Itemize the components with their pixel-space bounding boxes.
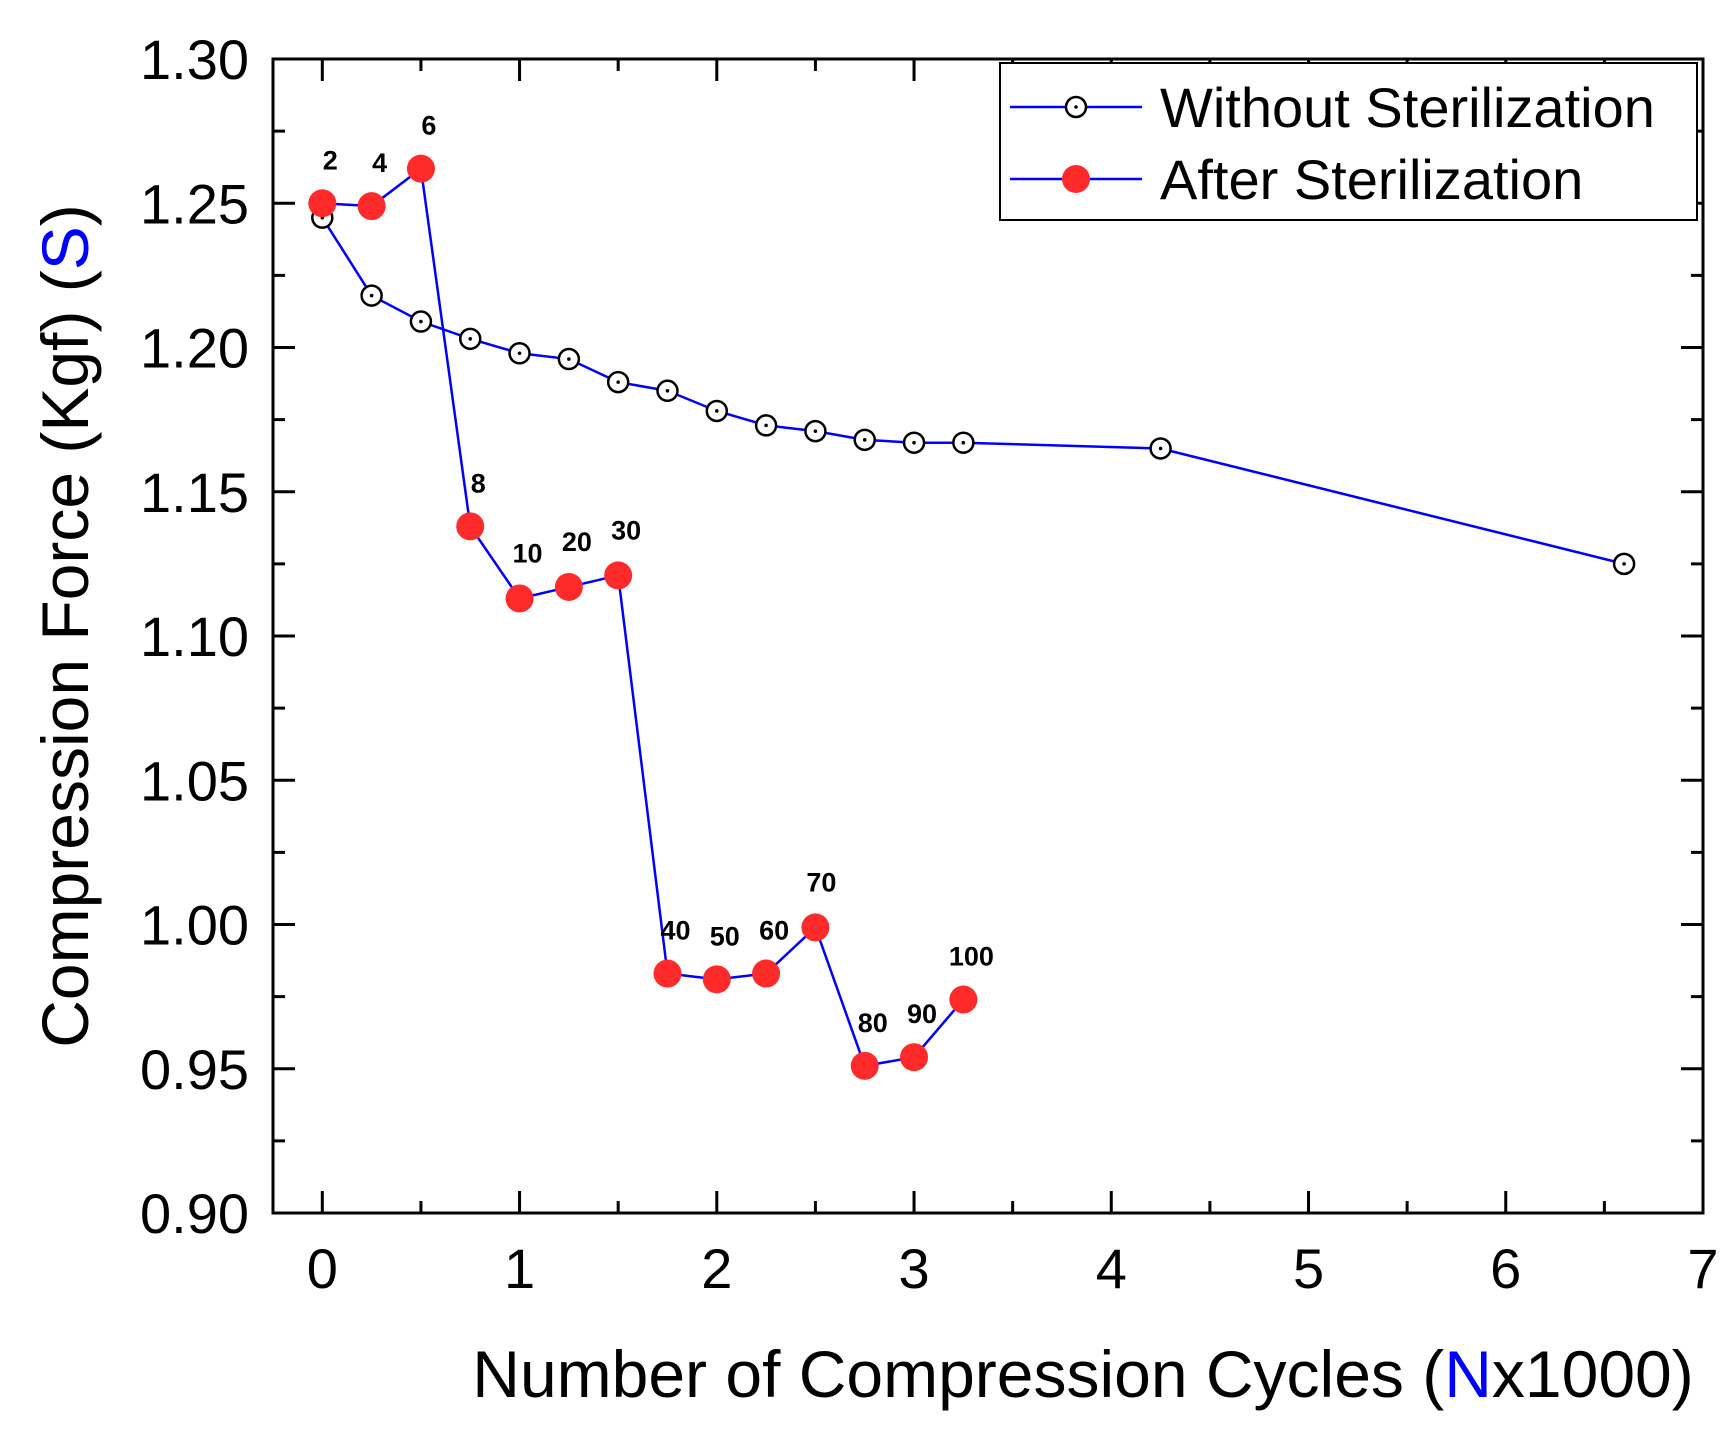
point-label: 100	[949, 942, 994, 972]
y-tick-label: 1.25	[140, 172, 249, 235]
plot-area: 2 4 6 8 10 20 30 40 50 60 70 80 90 100	[308, 111, 1636, 1080]
point-label: 50	[710, 921, 740, 951]
y-axis-title: Compression Force (Kgf) (S)	[28, 204, 102, 1048]
x-tick-label: 5	[1293, 1237, 1324, 1300]
data-point	[900, 1043, 929, 1072]
x-axis-title-suffix: x1000)	[1492, 1337, 1694, 1411]
series-after-sterilization: 2 4 6 8 10 20 30 40 50 60 70 80 90 100	[308, 111, 994, 1080]
data-point	[406, 154, 435, 183]
axes: 0 1 2 3 4 5 6 7 0.90 0.95 1.00 1.05 1.10 1.15 1.20 1.25…	[140, 28, 1719, 1300]
data-point	[357, 192, 386, 221]
point-label: 2	[323, 145, 338, 175]
x-axis-title-prefix: Number of Compression Cycles (	[472, 1337, 1444, 1411]
x-axis-title: Number of Compression Cycles (Nx1000)	[472, 1337, 1693, 1411]
data-point-center	[369, 293, 374, 298]
data-point	[653, 959, 682, 988]
y-axis-title-prefix: Compression Force (Kgf) (	[28, 270, 102, 1048]
data-point	[554, 572, 583, 601]
point-label: 70	[806, 867, 836, 897]
legend-marker-center	[1074, 105, 1078, 109]
y-tick-label: 0.90	[140, 1182, 249, 1245]
series-line	[321, 217, 1625, 566]
series-without-sterilization	[311, 206, 1636, 576]
y-tick-label: 1.30	[140, 28, 249, 91]
data-point	[456, 512, 485, 541]
y-tick-label: 1.00	[140, 894, 249, 957]
data-point-center	[517, 351, 522, 356]
point-label: 40	[660, 916, 690, 946]
y-tick-label: 1.10	[140, 605, 249, 668]
point-label: 8	[471, 468, 486, 498]
point-label: 10	[513, 538, 543, 568]
x-axis-title-highlight: N	[1444, 1337, 1492, 1411]
data-point	[505, 584, 534, 613]
legend-marker	[1062, 165, 1090, 193]
legend-label: After Sterilization	[1160, 148, 1583, 211]
legend-label: Without Sterilization	[1160, 76, 1655, 139]
y-tick-label: 1.15	[140, 461, 249, 524]
point-label: 6	[421, 111, 436, 141]
data-point-center	[419, 319, 423, 324]
data-point-center	[468, 337, 473, 341]
axis-titles: Number of Compression Cycles (Nx1000) Com…	[28, 204, 1694, 1411]
data-point-center	[665, 388, 670, 393]
data-point-center	[1158, 446, 1163, 451]
point-label: 60	[759, 916, 789, 946]
data-point	[850, 1051, 879, 1080]
data-point-center	[764, 423, 768, 428]
y-axis-title-suffix: )	[28, 204, 102, 226]
legend-item: After Sterilization	[1010, 148, 1583, 211]
y-tick-label: 1.05	[140, 749, 249, 812]
y-tick-label: 1.20	[140, 317, 249, 380]
point-label: 30	[611, 515, 641, 545]
x-tick-label: 6	[1490, 1237, 1521, 1300]
data-point	[702, 965, 731, 994]
x-tick-label: 2	[701, 1237, 732, 1300]
x-tick-label: 7	[1687, 1237, 1718, 1300]
legend: Without Sterilization After Sterilization	[999, 62, 1698, 221]
data-point-center	[1622, 562, 1626, 566]
point-label: 4	[372, 148, 387, 178]
x-tick-label: 3	[898, 1237, 929, 1300]
data-point	[801, 913, 830, 942]
data-point-center	[714, 409, 719, 413]
legend-item: Without Sterilization	[1010, 76, 1655, 139]
x-tick-label: 1	[504, 1237, 535, 1300]
data-point-center	[912, 440, 916, 445]
data-point-center	[616, 380, 620, 384]
point-label: 80	[858, 1008, 888, 1038]
data-point	[752, 959, 781, 988]
data-point	[604, 561, 633, 590]
point-label: 90	[907, 999, 937, 1029]
data-point	[308, 189, 337, 218]
point-label: 20	[562, 527, 592, 557]
data-point-center	[862, 438, 867, 442]
data-point	[949, 985, 978, 1014]
plot-frame	[271, 57, 1705, 1215]
y-tick-label: 0.95	[140, 1038, 249, 1101]
x-tick-label: 4	[1096, 1237, 1127, 1300]
x-tick-label: 0	[307, 1237, 338, 1300]
data-point-center	[567, 357, 571, 361]
data-point-center	[961, 440, 966, 445]
legend-box	[999, 62, 1698, 221]
series-line	[322, 166, 965, 1068]
data-point-center	[813, 429, 818, 433]
y-axis-title-highlight: S	[28, 226, 102, 270]
